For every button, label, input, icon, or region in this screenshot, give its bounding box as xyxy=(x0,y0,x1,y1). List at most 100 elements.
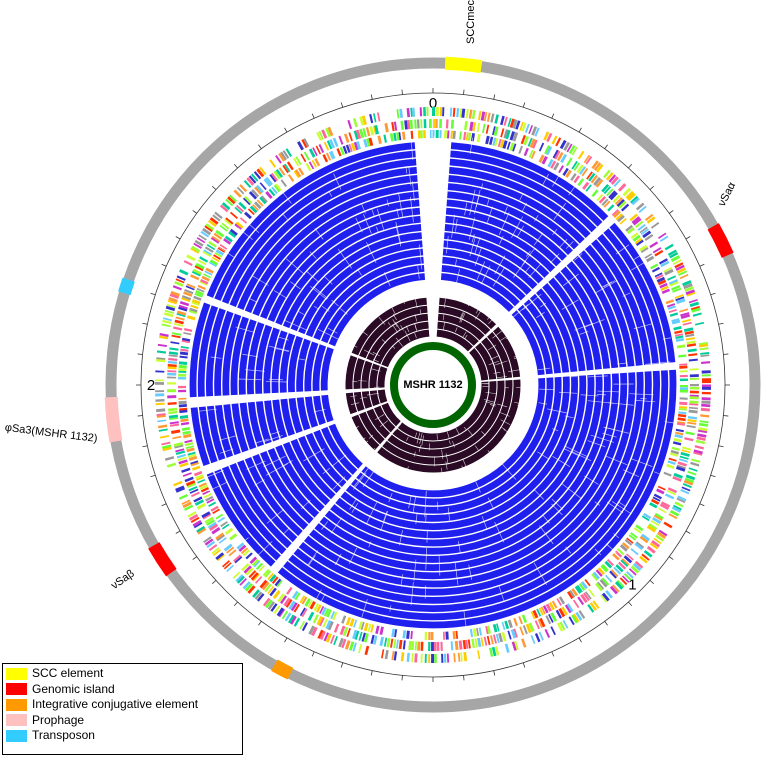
blast-gap xyxy=(210,356,222,359)
gene-stripe xyxy=(370,634,375,645)
gene-stripe xyxy=(679,455,689,460)
gene-stripe xyxy=(528,622,535,632)
inner-ring xyxy=(353,358,365,389)
gene-stripe xyxy=(656,531,667,539)
gene-stripe xyxy=(676,344,686,349)
gene-stripe xyxy=(288,614,295,624)
gene-stripe xyxy=(456,108,460,118)
gene-stripe xyxy=(410,130,414,139)
gene-stripe xyxy=(253,171,262,180)
gene-stripe xyxy=(198,482,207,488)
inner-ring xyxy=(437,313,485,341)
gene-stripe xyxy=(197,284,206,290)
blast-ring xyxy=(290,438,336,500)
gene-stripe xyxy=(204,538,214,546)
inner-gap xyxy=(500,324,508,330)
gene-stripe xyxy=(670,255,681,262)
gene-stripe xyxy=(176,275,186,281)
gene-stripe xyxy=(318,130,324,140)
blast-gap xyxy=(405,166,408,174)
gene-stripe xyxy=(610,569,619,578)
inner-gap xyxy=(372,359,379,363)
gene-stripe xyxy=(693,451,703,456)
gene-stripe xyxy=(603,186,612,195)
gene-stripe xyxy=(639,244,648,252)
inner-gap xyxy=(460,313,466,323)
gene-stripe xyxy=(282,164,289,174)
gene-stripe xyxy=(167,360,178,364)
scale-tick xyxy=(258,620,262,626)
gene-stripe xyxy=(617,214,625,223)
inner-gap xyxy=(442,313,445,321)
gene-stripe xyxy=(486,635,491,646)
inner-gap xyxy=(392,319,398,327)
gene-stripe xyxy=(671,446,680,451)
legend-label: Genomic island xyxy=(32,681,115,696)
gene-stripe xyxy=(684,437,694,442)
blast-gap xyxy=(438,554,441,576)
gene-stripe xyxy=(640,247,649,254)
gene-stripe xyxy=(200,487,210,493)
blast-gap xyxy=(469,236,476,257)
gene-stripe xyxy=(251,558,260,567)
legend-label: SCC element xyxy=(32,666,104,681)
gene-stripe xyxy=(563,141,571,151)
gene-stripe xyxy=(199,256,209,263)
gene-stripe xyxy=(245,552,253,560)
gene-stripe xyxy=(483,636,488,646)
gene-stripe xyxy=(238,201,247,210)
gene-stripe xyxy=(555,137,562,147)
gene-stripe xyxy=(623,555,633,564)
blast-gap xyxy=(565,241,574,249)
scale-tick xyxy=(723,415,729,417)
gene-stripe xyxy=(246,177,255,186)
gene-stripe xyxy=(285,599,293,608)
backbone-ring xyxy=(105,57,761,713)
gene-stripe xyxy=(689,400,699,404)
inner-gap xyxy=(352,426,359,431)
inner-gap xyxy=(452,440,455,448)
gene-stripe xyxy=(183,260,193,266)
gene-stripe xyxy=(646,216,656,224)
scale-tick xyxy=(284,637,288,643)
gene-stripe xyxy=(585,156,593,165)
blast-gap xyxy=(611,501,631,514)
gene-stripe xyxy=(465,132,469,141)
gene-stripe xyxy=(552,149,560,159)
scale-tick xyxy=(212,185,217,190)
gene-stripe xyxy=(588,172,596,182)
gene-stripe xyxy=(311,626,318,637)
gene-stripe xyxy=(248,191,258,200)
gene-stripe xyxy=(678,405,688,409)
gene-stripe xyxy=(312,614,319,624)
gene-stripe xyxy=(507,117,512,127)
gene-stripe xyxy=(587,604,595,613)
inner-ring xyxy=(436,329,473,352)
gene-stripe xyxy=(243,179,252,188)
gene-stripe xyxy=(411,641,415,651)
gene-stripe xyxy=(579,166,587,175)
blast-ring xyxy=(290,232,422,332)
gene-stripe xyxy=(221,523,230,530)
gene-stripe xyxy=(283,597,291,607)
gene-stripe xyxy=(614,197,623,206)
gene-stripe xyxy=(287,174,295,182)
gene-stripe xyxy=(323,632,330,642)
gene-stripe xyxy=(530,611,536,620)
gene-stripe xyxy=(168,354,178,358)
gene-stripe xyxy=(155,399,165,402)
blast-gap xyxy=(574,322,594,331)
gene-stripe xyxy=(319,606,325,614)
gene-stripe xyxy=(256,168,265,178)
inner-gap xyxy=(514,401,523,405)
gene-stripe xyxy=(670,449,680,455)
gene-stripe xyxy=(196,525,206,533)
gene-stripe xyxy=(683,479,694,486)
gene-stripe xyxy=(300,153,307,163)
gene-stripe xyxy=(254,591,263,600)
inner-gap xyxy=(368,435,374,439)
gene-stripe xyxy=(589,602,597,611)
gene-stripe xyxy=(267,601,275,610)
gene-stripe xyxy=(645,255,655,263)
gene-stripe xyxy=(531,126,538,136)
